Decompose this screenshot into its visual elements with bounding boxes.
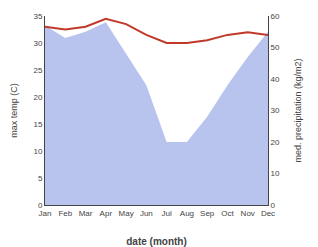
svg-text:med. precipitation (kg/m2): med. precipitation (kg/m2) bbox=[293, 58, 303, 162]
svg-text:Feb: Feb bbox=[58, 209, 72, 218]
svg-text:May: May bbox=[119, 209, 134, 218]
svg-text:20: 20 bbox=[271, 138, 280, 147]
svg-text:50: 50 bbox=[271, 43, 280, 52]
svg-text:60: 60 bbox=[271, 12, 280, 21]
svg-text:0: 0 bbox=[38, 201, 43, 210]
svg-text:35: 35 bbox=[33, 12, 42, 21]
svg-text:Oct: Oct bbox=[221, 209, 234, 218]
svg-text:Aug: Aug bbox=[180, 209, 194, 218]
svg-text:Apr: Apr bbox=[100, 209, 113, 218]
svg-text:30: 30 bbox=[33, 39, 42, 48]
svg-text:Dec: Dec bbox=[261, 209, 275, 218]
svg-text:Nov: Nov bbox=[241, 209, 255, 218]
svg-text:Jul: Jul bbox=[162, 209, 172, 218]
svg-text:Mar: Mar bbox=[79, 209, 93, 218]
svg-text:20: 20 bbox=[33, 93, 42, 102]
svg-text:max temp (C): max temp (C) bbox=[9, 83, 19, 138]
svg-text:Sep: Sep bbox=[200, 209, 215, 218]
svg-text:Jan: Jan bbox=[39, 209, 52, 218]
svg-text:0: 0 bbox=[271, 201, 276, 210]
svg-text:30: 30 bbox=[271, 106, 280, 115]
svg-text:40: 40 bbox=[271, 75, 280, 84]
svg-text:15: 15 bbox=[33, 120, 42, 129]
svg-text:date (month): date (month) bbox=[126, 236, 187, 247]
svg-text:10: 10 bbox=[271, 169, 280, 178]
svg-text:5: 5 bbox=[38, 174, 43, 183]
svg-text:25: 25 bbox=[33, 66, 42, 75]
svg-text:10: 10 bbox=[33, 147, 42, 156]
svg-text:Jun: Jun bbox=[140, 209, 153, 218]
